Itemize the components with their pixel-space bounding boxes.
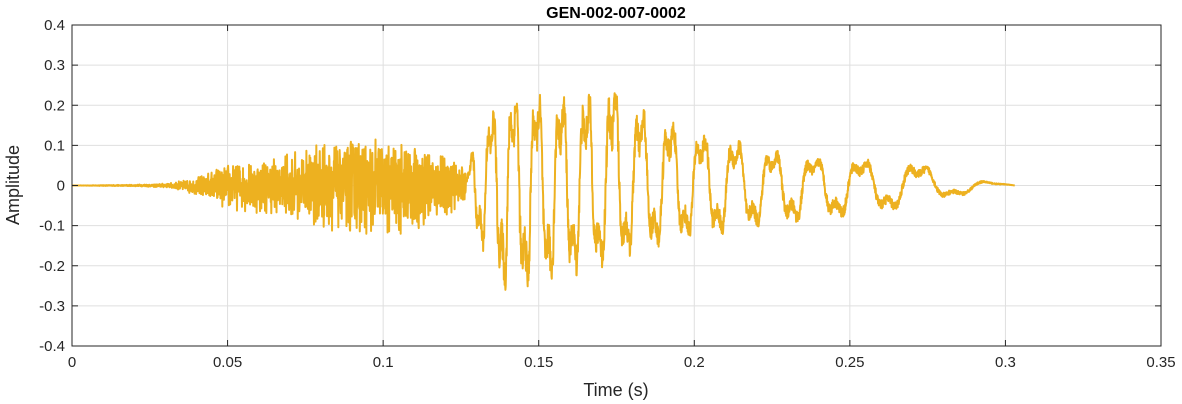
x-axis-label: Time (s) [583,380,648,400]
x-tick-label: 0.25 [835,354,864,371]
y-axis-label: Amplitude [3,145,23,225]
y-tick-label: -0.2 [39,258,65,275]
x-tick-label: 0.05 [213,354,242,371]
series-layer [71,92,1016,291]
y-tick-label: -0.4 [39,338,65,355]
x-tick-label: 0.2 [684,354,705,371]
y-tick-label: 0.1 [44,137,65,154]
x-tick-label: 0.35 [1146,354,1175,371]
y-tick-label: 0 [57,178,65,195]
chart-title: GEN-002-007-0002 [546,5,686,22]
y-tick-labels: -0.4 -0.3 -0.2 -0.1 0 0.1 0.2 0.3 0.4 [39,17,65,355]
y-tick-label: 0.4 [44,17,65,34]
x-tick-label: 0.15 [524,354,553,371]
y-tick-label: -0.3 [39,298,65,315]
x-tick-labels: 0 0.05 0.1 0.15 0.2 0.25 0.3 0.35 [68,354,1176,371]
waveform-line [71,92,1016,291]
tick-marks [71,24,1162,347]
x-tick-label: 0 [68,354,76,371]
x-tick-label: 0.1 [373,354,394,371]
y-tick-label: -0.1 [39,218,65,235]
x-tick-label: 0.3 [995,354,1016,371]
y-tick-label: 0.2 [44,97,65,114]
y-tick-label: 0.3 [44,57,65,74]
